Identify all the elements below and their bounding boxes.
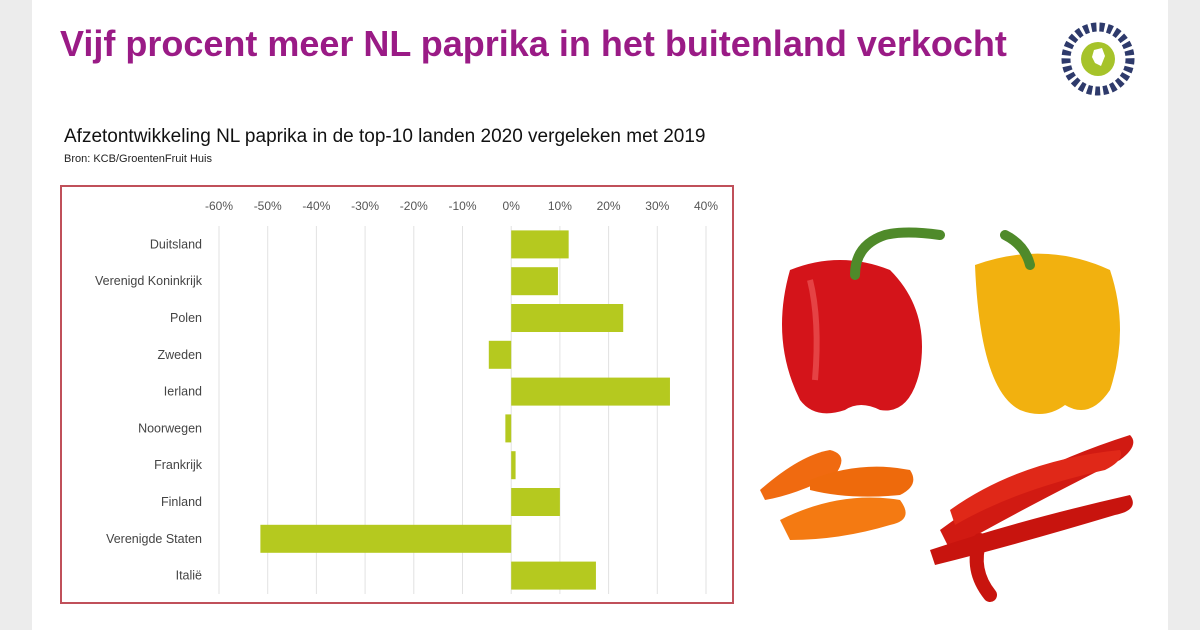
red-pointed-peppers-image bbox=[930, 435, 1134, 602]
chart-frame bbox=[60, 185, 734, 604]
peppers-photo bbox=[760, 227, 1134, 602]
groentenfruit-huis-logo bbox=[1061, 22, 1135, 96]
source-note: Bron: KCB/GroentenFruit Huis bbox=[64, 153, 212, 165]
orange-mini-peppers-image bbox=[760, 450, 914, 540]
yellow-bell-pepper-image bbox=[975, 230, 1120, 414]
chart-subtitle: Afzetontwikkeling NL paprika in de top-1… bbox=[64, 126, 706, 147]
red-bell-pepper-image bbox=[782, 227, 945, 414]
page-title: Vijf procent meer NL paprika in het buit… bbox=[60, 23, 1007, 64]
